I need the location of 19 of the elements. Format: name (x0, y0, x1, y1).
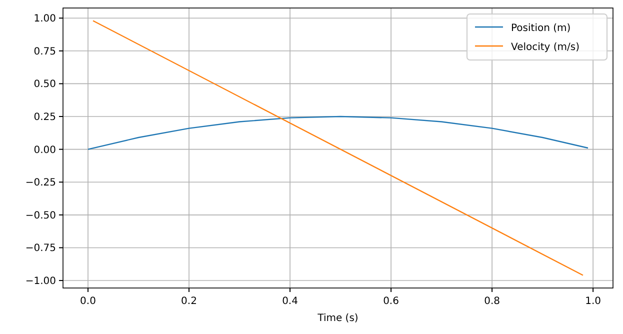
y-tick-label: 0.50 (34, 79, 56, 90)
x-tick-label: 0.6 (383, 296, 399, 307)
line-series (87, 116, 589, 150)
y-tick-label: −0.50 (25, 210, 56, 222)
y-tick-label: 1.00 (34, 14, 56, 25)
x-tick-label: 0.4 (282, 296, 298, 307)
x-tick-label: 0.2 (181, 296, 197, 307)
y-tick-label: 0.00 (34, 144, 56, 156)
legend-label: Position (m) (511, 23, 571, 34)
y-tick-label: −0.25 (25, 178, 56, 189)
x-tick-label: 1.0 (585, 296, 602, 307)
legend-label: Velocity (m/s) (511, 42, 580, 53)
x-axis-title: Time (s) (316, 313, 358, 324)
y-tick-label: −0.75 (25, 243, 56, 254)
y-tick-label: −1.00 (25, 276, 56, 288)
y-tick-label: 0.75 (34, 46, 56, 58)
x-tick-label: 0.8 (484, 296, 500, 307)
y-tick-label: 0.25 (34, 112, 56, 124)
x-tick-label: 0.0 (80, 296, 96, 307)
